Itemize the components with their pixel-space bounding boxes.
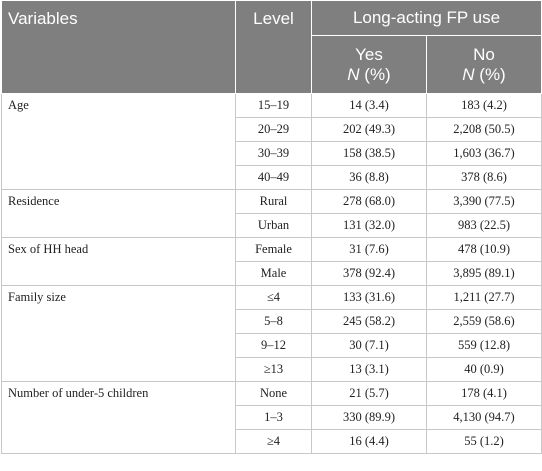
no-cell: 2,208 (50.5) bbox=[426, 117, 542, 142]
no-cell: 183 (4.2) bbox=[426, 93, 542, 118]
table-row: 9–12 30 (7.1) 559 (12.8) bbox=[2, 333, 542, 358]
header-variables: Variables bbox=[1, 0, 236, 94]
no-cell: 478 (10.9) bbox=[426, 237, 542, 262]
no-cell: 178 (4.1) bbox=[426, 381, 542, 406]
no-cell: 983 (22.5) bbox=[426, 213, 542, 238]
no-cell: 1,603 (36.7) bbox=[426, 141, 542, 166]
level-cell: Urban bbox=[235, 213, 312, 238]
yes-cell: 158 (38.5) bbox=[311, 141, 427, 166]
table-row: Number of under-5 children None 21 (5.7)… bbox=[1, 381, 542, 454]
header-yes: Yes N (%) bbox=[311, 35, 427, 94]
no-cell: 4,130 (94.7) bbox=[426, 405, 542, 430]
no-cell: 3,895 (89.1) bbox=[426, 261, 542, 286]
level-cell: Female bbox=[235, 237, 312, 262]
yes-cell: 330 (89.9) bbox=[311, 405, 427, 430]
no-cell: 559 (12.8) bbox=[426, 333, 542, 358]
yes-cell: 202 (49.3) bbox=[311, 117, 427, 142]
table-row: 20–29 202 (49.3) 2,208 (50.5) bbox=[2, 117, 542, 142]
level-cell: Male bbox=[235, 261, 312, 286]
level-cell: ≥13 bbox=[235, 357, 312, 382]
table-row: Residence Rural 278 (68.0) 3,390 (77.5) bbox=[1, 189, 542, 238]
no-cell: 378 (8.6) bbox=[426, 165, 542, 190]
variable-sex-of-hh-head: Sex of HH head bbox=[1, 237, 236, 286]
level-cell: None bbox=[235, 381, 312, 406]
header-no-n: N bbox=[462, 64, 475, 84]
header-long-acting-fp-use: Long-acting FP use bbox=[311, 0, 542, 36]
level-cell: 30–39 bbox=[235, 141, 312, 166]
level-cell: ≥4 bbox=[235, 429, 312, 454]
level-cell: 1–3 bbox=[235, 405, 312, 430]
no-cell: 3,390 (77.5) bbox=[426, 189, 542, 214]
level-cell: 20–29 bbox=[235, 117, 312, 142]
yes-cell: 36 (8.8) bbox=[311, 165, 427, 190]
yes-cell: 31 (7.6) bbox=[311, 237, 427, 262]
table-row: Urban 131 (32.0) 983 (22.5) bbox=[2, 213, 542, 238]
variable-number-of-under-5-children: Number of under-5 children bbox=[1, 381, 236, 454]
yes-cell: 378 (92.4) bbox=[311, 261, 427, 286]
yes-cell: 13 (3.1) bbox=[311, 357, 427, 382]
level-cell: 9–12 bbox=[235, 333, 312, 358]
level-cell: 40–49 bbox=[235, 165, 312, 190]
yes-cell: 133 (31.6) bbox=[311, 285, 427, 310]
table-row: Male 378 (92.4) 3,895 (89.1) bbox=[2, 261, 542, 286]
yes-cell: 131 (32.0) bbox=[311, 213, 427, 238]
header-no-label: No bbox=[473, 44, 495, 64]
table-row: ≥13 13 (3.1) 40 (0.9) bbox=[2, 357, 542, 382]
table-row: Sex of HH head Female 31 (7.6) 478 (10.9… bbox=[1, 237, 542, 286]
yes-cell: 30 (7.1) bbox=[311, 333, 427, 358]
level-cell: 5–8 bbox=[235, 309, 312, 334]
level-cell: ≤4 bbox=[235, 285, 312, 310]
header-no-pct: (%) bbox=[479, 64, 506, 84]
yes-cell: 14 (3.4) bbox=[311, 93, 427, 118]
level-cell: 15–19 bbox=[235, 93, 312, 118]
no-cell: 2,559 (58.6) bbox=[426, 309, 542, 334]
header-no: No N (%) bbox=[426, 35, 542, 94]
table-row: 30–39 158 (38.5) 1,603 (36.7) bbox=[2, 141, 542, 166]
table-row: 5–8 245 (58.2) 2,559 (58.6) bbox=[2, 309, 542, 334]
level-cell: Rural bbox=[235, 189, 312, 214]
no-cell: 1,211 (27.7) bbox=[426, 285, 542, 310]
fp-use-table: Variables Level Long-acting FP use Yes N… bbox=[1, 0, 542, 454]
header-yes-label: Yes bbox=[355, 44, 383, 64]
table-row: Family size ≤4 133 (31.6) 1,211 (27.7) bbox=[1, 285, 542, 382]
header-yes-pct: (%) bbox=[364, 64, 391, 84]
header-level: Level bbox=[235, 0, 312, 94]
yes-cell: 278 (68.0) bbox=[311, 189, 427, 214]
variable-residence: Residence bbox=[1, 189, 236, 238]
no-cell: 55 (1.2) bbox=[426, 429, 542, 454]
no-cell: 40 (0.9) bbox=[426, 357, 542, 382]
variable-family-size: Family size bbox=[1, 285, 236, 382]
table-row: 1–3 330 (89.9) 4,130 (94.7) bbox=[2, 405, 542, 430]
table-row: 40–49 36 (8.8) 378 (8.6) bbox=[2, 165, 542, 190]
yes-cell: 245 (58.2) bbox=[311, 309, 427, 334]
yes-cell: 16 (4.4) bbox=[311, 429, 427, 454]
header-yes-n: N bbox=[347, 64, 360, 84]
table-row: ≥4 16 (4.4) 55 (1.2) bbox=[2, 429, 542, 454]
table-row: Age 15–19 14 (3.4) 183 (4.2) bbox=[1, 93, 542, 190]
yes-cell: 21 (5.7) bbox=[311, 381, 427, 406]
variable-age: Age bbox=[1, 93, 236, 190]
